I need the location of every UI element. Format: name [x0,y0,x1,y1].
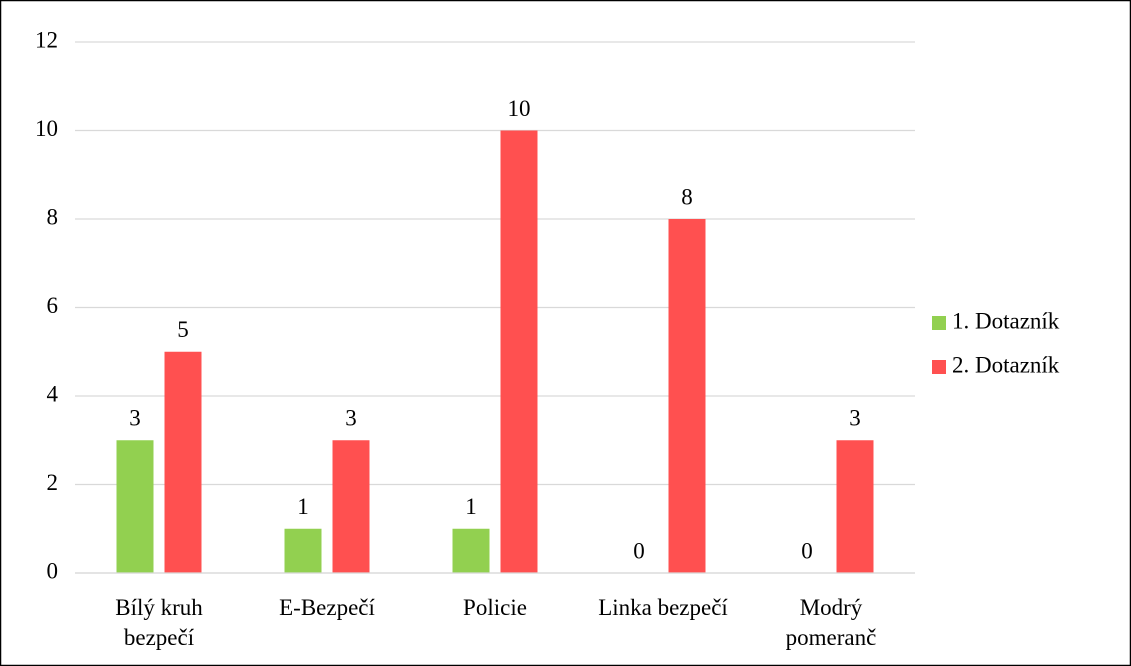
data-label: 0 [801,538,813,563]
data-label: 1 [465,494,477,519]
y-tick-label: 10 [35,116,58,141]
data-label: 3 [345,406,357,431]
bar [164,351,202,573]
x-tick-label: Modrý pomeranč [785,595,877,650]
data-label: 5 [177,317,189,342]
bar [116,440,154,573]
y-tick-label: 6 [47,293,59,318]
x-tick-label: E-Bezpečí [279,595,375,620]
data-label: 1 [297,494,309,519]
data-label: 10 [508,96,531,121]
bar [332,440,370,573]
bar [500,130,538,573]
bar [836,440,874,573]
legend-swatch [932,316,946,330]
y-tick-label: 8 [47,204,59,229]
y-tick-label: 4 [47,381,59,406]
data-label: 3 [129,406,141,431]
legend-label: 2. Dotazník [952,352,1060,377]
y-tick-label: 2 [47,470,59,495]
bar [452,528,490,573]
legend-label: 1. Dotazník [952,308,1060,333]
y-tick-label: 12 [35,27,58,52]
data-label: 8 [681,184,693,209]
legend-swatch [932,360,946,374]
data-label: 0 [633,538,645,563]
y-tick-label: 0 [47,558,59,583]
x-tick-label: Linka bezpečí [598,595,728,620]
x-tick-label: Bílý kruh bezpečí [115,595,203,650]
bar [284,528,322,573]
data-label: 3 [849,406,861,431]
x-tick-label: Policie [463,595,527,620]
bar [668,219,706,573]
